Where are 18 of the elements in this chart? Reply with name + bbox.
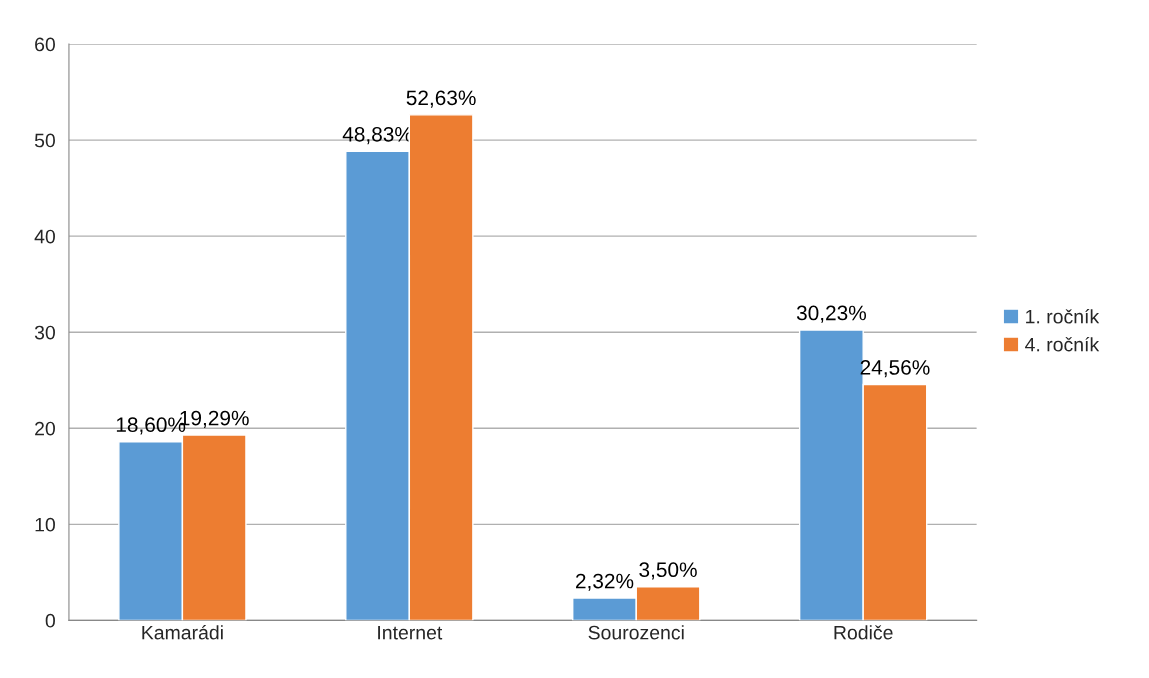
data-label: 3,50% [639,562,697,580]
y-tick-label: 20 [35,421,55,436]
y-tick-label: 50 [34,133,55,148]
x-tick-label: Kamarádi [142,625,223,640]
data-label: 30,23% [796,305,867,323]
y-tick-label: 60 [35,37,55,52]
legend-label: 4. ročník [1025,336,1100,352]
data-label: 2,32% [576,573,634,591]
y-tick-label: 10 [35,517,55,532]
data-label: 52,63% [406,90,476,108]
y-tick-label: 0 [45,613,55,628]
y-tick-label: 40 [34,229,55,244]
legend-label: 1. ročník [1026,309,1100,324]
y-tick-label: 30 [34,325,55,340]
data-label: 48,83% [342,126,413,145]
x-tick-label: Internet [378,625,443,640]
x-tick-label: Sourozenci [588,625,684,640]
x-tick-label: Rodiče [834,625,893,640]
